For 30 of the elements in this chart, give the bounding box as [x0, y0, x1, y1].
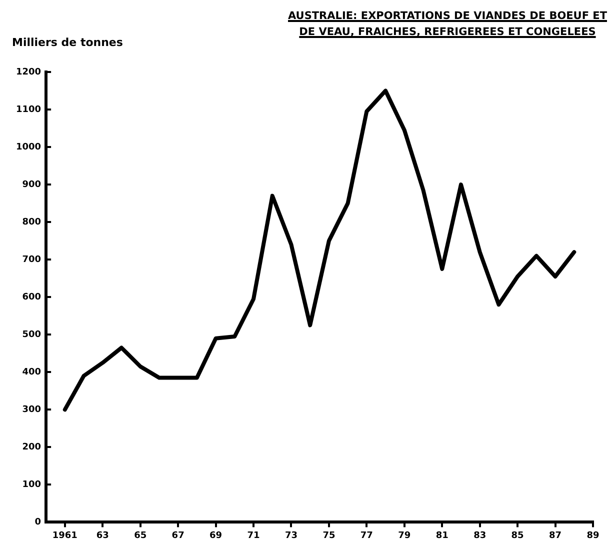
y-tick-label: 500 — [22, 330, 42, 340]
y-tick-label: 900 — [22, 180, 42, 190]
x-tick-label: 71 — [247, 530, 260, 541]
x-tick-label: 63 — [96, 530, 109, 541]
x-tick-label: 83 — [474, 530, 486, 541]
x-tick-label: 1961 — [52, 530, 78, 541]
x-tick-label: 89 — [586, 530, 600, 541]
x-tick-label: 77 — [360, 530, 373, 541]
x-tick-label: 87 — [549, 530, 562, 541]
y-tick-label: 0 — [34, 518, 42, 528]
y-tick-label: 100 — [22, 480, 42, 490]
x-tick-label: 75 — [322, 530, 336, 541]
y-tick-label: 700 — [22, 254, 42, 265]
y-axis-title: Milliers de tonnes — [12, 36, 123, 49]
y-tick-label: 1200 — [16, 67, 42, 78]
x-tick-label: 65 — [134, 530, 147, 541]
x-tick-label: 79 — [398, 530, 411, 541]
y-tick-label: 800 — [22, 217, 42, 228]
chart-title: AUSTRALIE: EXPORTATIONS DE VIANDES DE BOEUF ET DE VEAU, FRAICHES, REFRIGEREES ET CONGELEES — [287, 9, 608, 40]
y-tick-label: 1000 — [16, 142, 42, 152]
x-tick-label: 73 — [284, 530, 298, 541]
y-tick-label: 300 — [22, 404, 42, 415]
y-tick-label: 1100 — [16, 104, 42, 115]
x-tick-label: 85 — [511, 530, 524, 541]
y-tick-label: 600 — [22, 292, 42, 302]
x-tick-label: 69 — [210, 530, 222, 541]
y-tick-label: 400 — [22, 367, 42, 378]
x-tick-label: 67 — [172, 530, 184, 541]
y-tick-label: 200 — [22, 442, 42, 453]
x-tick-label: 81 — [436, 530, 448, 541]
